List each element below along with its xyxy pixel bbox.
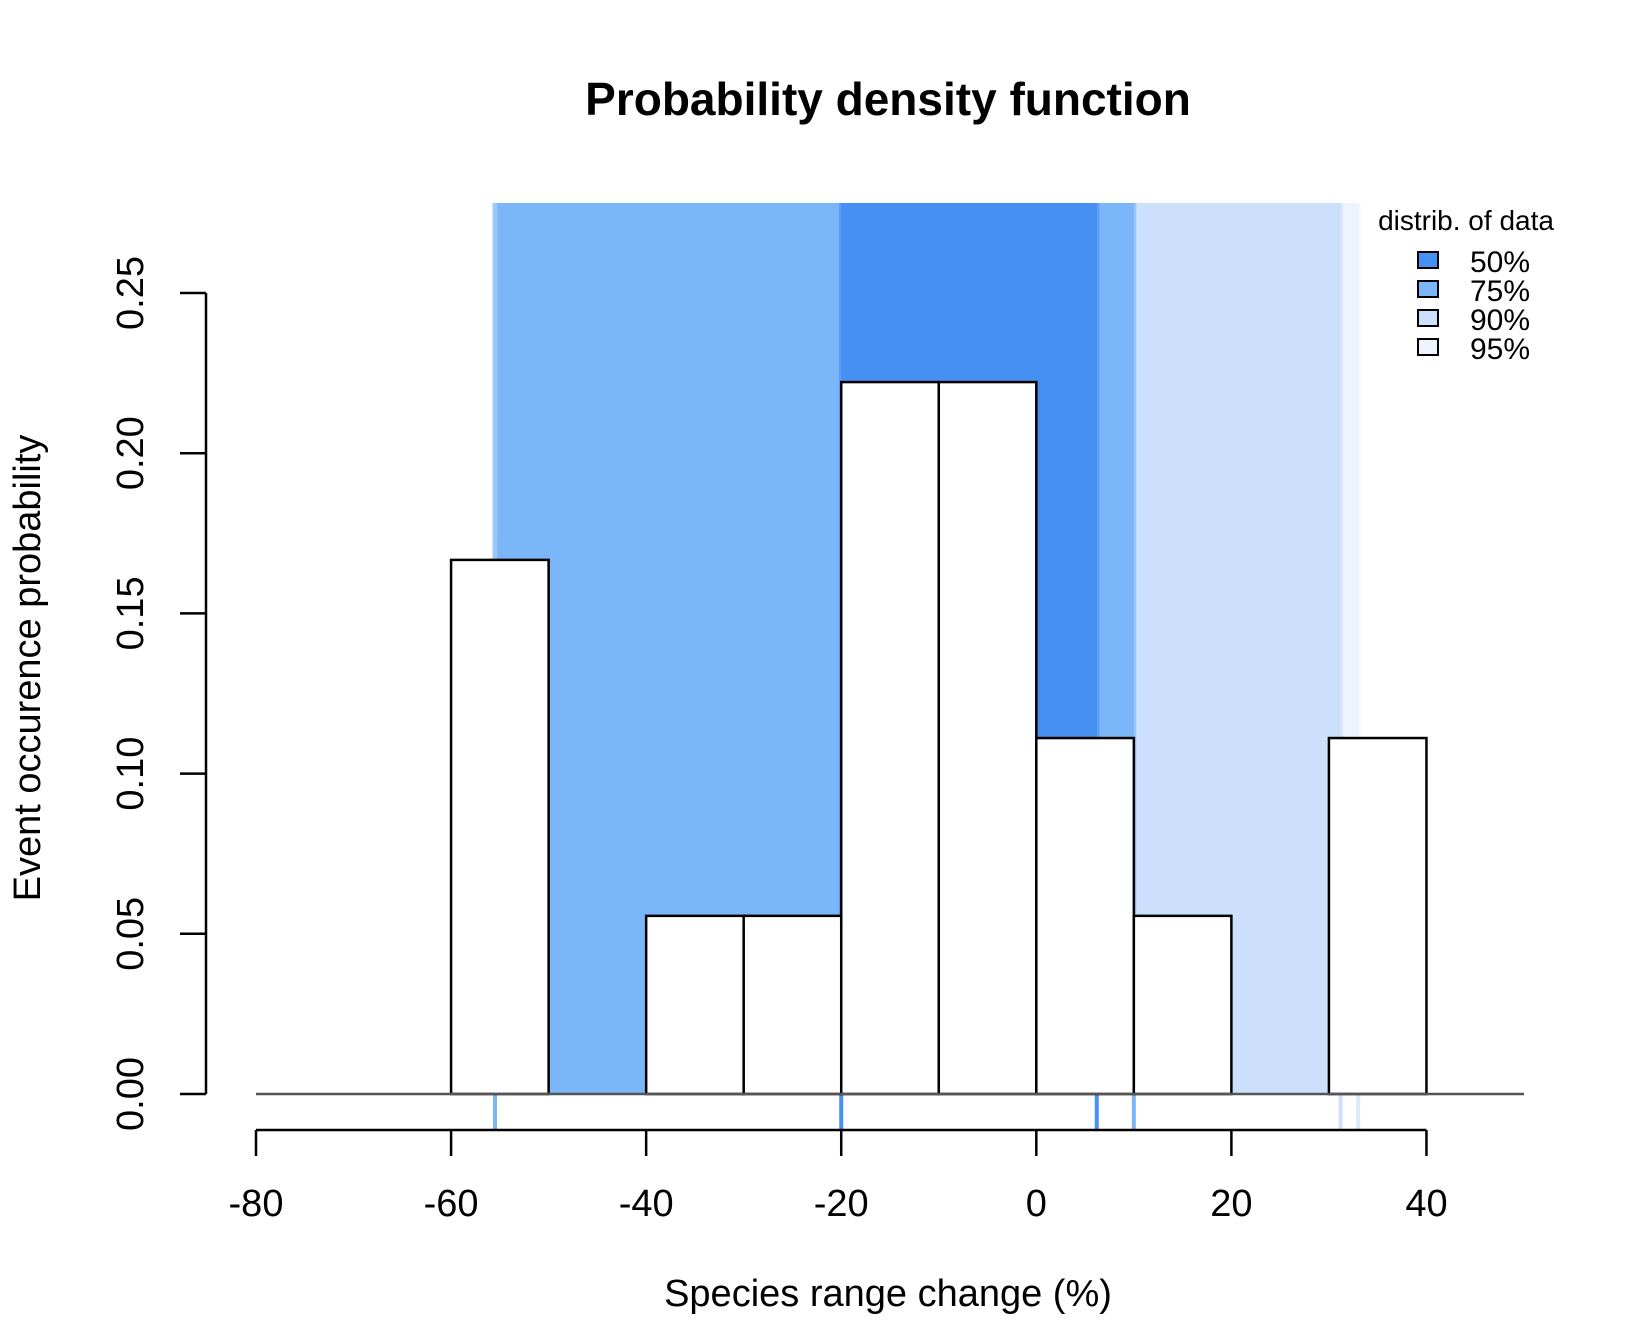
legend-label: 50% <box>1470 246 1530 279</box>
histogram-bars <box>449 380 1428 1096</box>
histogram-bar-9 <box>1327 736 1428 1096</box>
x-axis: -80 -60 -40 -20 0 20 40 <box>229 1128 1448 1225</box>
legend-swatch <box>1417 280 1439 298</box>
y-axis: 0.00 0.05 0.10 0.15 0.20 0.25 <box>110 256 208 1131</box>
legend-label: 90% <box>1470 304 1530 337</box>
histogram-bar-0 <box>449 558 550 1096</box>
legend-title: distrib. of data <box>1378 205 1554 236</box>
x-tick-label: -20 <box>814 1183 869 1225</box>
legend: distrib. of data 50%75%90%95% <box>1378 205 1554 366</box>
x-tick-label: 20 <box>1210 1183 1252 1225</box>
y-axis-label: Event occurence probability <box>7 435 49 902</box>
y-tick-label: 0.10 <box>110 737 152 811</box>
x-axis-label: Species range change (%) <box>664 1273 1112 1315</box>
x-tick-label: 40 <box>1405 1183 1447 1225</box>
y-tick-label: 0.15 <box>110 576 152 650</box>
histogram-bar-2 <box>644 914 745 1096</box>
y-tick-label: 0.00 <box>110 1057 152 1131</box>
chart-title: Probability density function <box>585 73 1191 125</box>
histogram-bar-3 <box>742 914 843 1096</box>
x-tick-label: -80 <box>229 1183 284 1225</box>
histogram-bar-5 <box>937 380 1038 1096</box>
y-tick-label: 0.20 <box>110 416 152 490</box>
x-tick-label: 0 <box>1026 1183 1047 1225</box>
histogram-bar-7 <box>1132 914 1233 1096</box>
histogram-bar-6 <box>1035 736 1136 1096</box>
legend-label: 95% <box>1470 333 1530 366</box>
legend-label: 75% <box>1470 275 1530 308</box>
y-tick-label: 0.05 <box>110 897 152 971</box>
histogram-bar-4 <box>839 380 941 1096</box>
y-tick-label: 0.25 <box>110 256 152 330</box>
x-tick-label: -40 <box>619 1183 674 1225</box>
legend-swatch <box>1417 338 1439 356</box>
legend-swatch <box>1417 309 1439 327</box>
legend-swatch <box>1417 251 1439 269</box>
x-tick-label: -60 <box>424 1183 479 1225</box>
